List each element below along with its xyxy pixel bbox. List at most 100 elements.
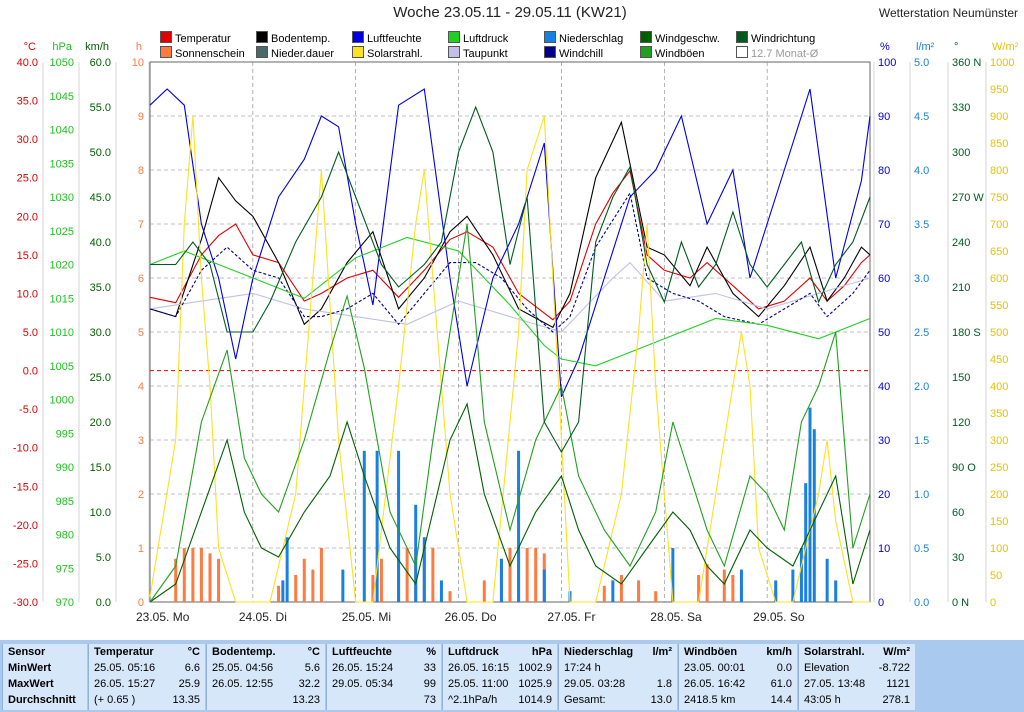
bar-sonnenschein bbox=[705, 564, 709, 602]
stats-row: 25.05. 04:56 5.6 bbox=[207, 660, 325, 676]
stats-table: Sensor MinWert MaxWert Durchschnitt Temperat… bbox=[0, 640, 1024, 712]
stats-row: ^2.1hPa/h 1014.9 bbox=[443, 692, 557, 708]
stats-row: 23.05. 00:01 0.0 bbox=[679, 660, 797, 676]
legend-label: Niederschlag bbox=[559, 33, 624, 45]
left-axis-tick: 1020 bbox=[50, 260, 74, 272]
left-axis-tick: 6 bbox=[138, 273, 144, 285]
stats-cell-value: l/m² bbox=[652, 646, 672, 658]
left-axis-tick: 40.0 bbox=[90, 237, 111, 249]
bar-niederschlag bbox=[812, 429, 816, 602]
bar-niederschlag bbox=[422, 537, 426, 602]
bar-sonnenschein bbox=[191, 548, 195, 602]
bar-sonnenschein bbox=[379, 558, 383, 602]
stats-cell-label: 26.05. 16:15 bbox=[448, 662, 510, 674]
stats-cell-value: hPa bbox=[531, 646, 552, 658]
stats-row: MinWert bbox=[3, 660, 87, 676]
left-axis-tick: 0.0 bbox=[23, 366, 38, 378]
legend-swatch bbox=[736, 46, 748, 58]
left-axis-tick: 5.0 bbox=[23, 327, 38, 339]
right-axis-unit: W/m² bbox=[992, 41, 1019, 53]
left-axis-tick: 5 bbox=[138, 327, 144, 339]
stats-column-rain: Niederschlag l/m² 17:24 h 29.05. 03:28 1.8 Ge… bbox=[558, 644, 677, 710]
legend-label: Windrichtung bbox=[751, 33, 816, 45]
legend-item: Windgeschw. bbox=[640, 31, 720, 45]
stats-cell-label: Bodentemp. bbox=[212, 646, 276, 658]
stats-cell-label: 26.05. 15:27 bbox=[94, 678, 156, 690]
left-axis-tick: 2 bbox=[138, 489, 144, 501]
stats-row: 73 bbox=[327, 692, 441, 708]
series-line-windgeschw bbox=[149, 402, 871, 603]
stats-cell-value: 1121 bbox=[886, 678, 910, 690]
right-axis-tick: 500 bbox=[990, 327, 1008, 339]
left-axis-tick: 25.0 bbox=[17, 173, 38, 185]
stats-cell-value: % bbox=[426, 646, 436, 658]
bar-niederschlag bbox=[739, 569, 743, 602]
right-axis-tick: 0 N bbox=[952, 597, 969, 609]
right-axis-tick: 950 bbox=[990, 84, 1008, 96]
stats-cell-label: MaxWert bbox=[8, 678, 54, 690]
right-axis-tick: 650 bbox=[990, 246, 1008, 258]
left-axis-tick: 50.0 bbox=[90, 147, 111, 159]
bar-niederschlag bbox=[281, 580, 285, 602]
right-axis-tick: 30 bbox=[878, 435, 890, 447]
right-axis-tick: 100 bbox=[990, 543, 1008, 555]
right-axis-tick: 90 bbox=[878, 111, 890, 123]
x-tick-label: 28.05. Sa bbox=[650, 610, 702, 624]
stats-cell-label: ^2.1hPa/h bbox=[448, 694, 498, 706]
stats-cell-value: 1025.9 bbox=[518, 678, 552, 690]
legend-swatch bbox=[352, 46, 364, 58]
stats-cell-value: 13.35 bbox=[172, 694, 200, 706]
stats-row: Sensor bbox=[3, 644, 87, 660]
left-axis-tick: 1050 bbox=[50, 57, 74, 69]
stats-cell-label: 17:24 h bbox=[564, 662, 601, 674]
stats-row: 25.05. 05:16 6.6 bbox=[89, 660, 205, 676]
right-axis-tick: 0.5 bbox=[914, 543, 929, 555]
bar-niederschlag bbox=[774, 580, 778, 602]
right-axis-tick: 1000 bbox=[990, 57, 1014, 69]
legend-label: Luftdruck bbox=[463, 33, 509, 45]
bar-niederschlag bbox=[611, 580, 615, 602]
bar-niederschlag bbox=[542, 569, 546, 602]
bar-niederschlag bbox=[362, 450, 366, 602]
bar-sonnenschein bbox=[482, 580, 486, 602]
stats-column-solar: Solarstrahl. W/m² Elevation -8.722 27.05. 13… bbox=[798, 644, 915, 710]
right-axis-tick: 300 bbox=[990, 435, 1008, 447]
right-axis-unit: ° bbox=[954, 41, 958, 53]
right-axis-tick: 4.0 bbox=[914, 165, 929, 177]
stats-cell-value: 25.9 bbox=[178, 678, 200, 690]
x-tick-label: 25.05. Mi bbox=[342, 610, 391, 624]
right-axis-tick: 250 bbox=[990, 462, 1008, 474]
x-tick-label: 24.05. Di bbox=[239, 610, 287, 624]
stats-cell-label: 29.05. 03:28 bbox=[564, 678, 626, 690]
bar-sonnenschein bbox=[534, 548, 538, 602]
stats-row: 25.05. 11:00 1025.9 bbox=[443, 676, 557, 692]
left-axis-tick: 980 bbox=[56, 530, 74, 542]
left-axis-tick: 1005 bbox=[50, 361, 74, 373]
left-axis-tick: 1015 bbox=[50, 293, 74, 305]
right-axis-tick: 3.0 bbox=[914, 273, 929, 285]
left-axis-tick: -10.0 bbox=[13, 443, 38, 455]
bar-sonnenschein bbox=[277, 585, 281, 602]
weather-chart: Woche 23.05.11 - 29.05.11 (KW21) Wetters… bbox=[12, 4, 1019, 624]
left-axis-tick: 985 bbox=[56, 496, 74, 508]
stats-cell-value: 0.0 bbox=[776, 662, 792, 674]
right-axis-tick: 150 bbox=[990, 516, 1008, 528]
bar-sonnenschein bbox=[319, 548, 323, 602]
bar-niederschlag bbox=[285, 537, 289, 602]
left-axis-tick: 35.0 bbox=[90, 282, 111, 294]
left-axis-unit: h bbox=[136, 41, 142, 53]
left-axis-tick: 1 bbox=[138, 543, 144, 555]
stats-cell-value: 1.8 bbox=[656, 678, 672, 690]
chart-title: Woche 23.05.11 - 29.05.11 (KW21) bbox=[393, 4, 627, 21]
legend-label: Luftfeuchte bbox=[367, 33, 422, 45]
legend-swatch bbox=[352, 31, 364, 43]
stats-row: Temperatur °C bbox=[89, 644, 205, 660]
right-axis-tick: 700 bbox=[990, 219, 1008, 231]
right-axis-tick: 850 bbox=[990, 138, 1008, 150]
right-axis-tick: 450 bbox=[990, 354, 1008, 366]
left-axis-tick: 1030 bbox=[50, 192, 74, 204]
stats-cell-label: Temperatur bbox=[94, 646, 154, 658]
left-axis-tick: 15.0 bbox=[17, 250, 38, 262]
stats-row: 29.05. 03:28 1.8 bbox=[559, 676, 677, 692]
right-axis-tick: 0.0 bbox=[914, 597, 929, 609]
